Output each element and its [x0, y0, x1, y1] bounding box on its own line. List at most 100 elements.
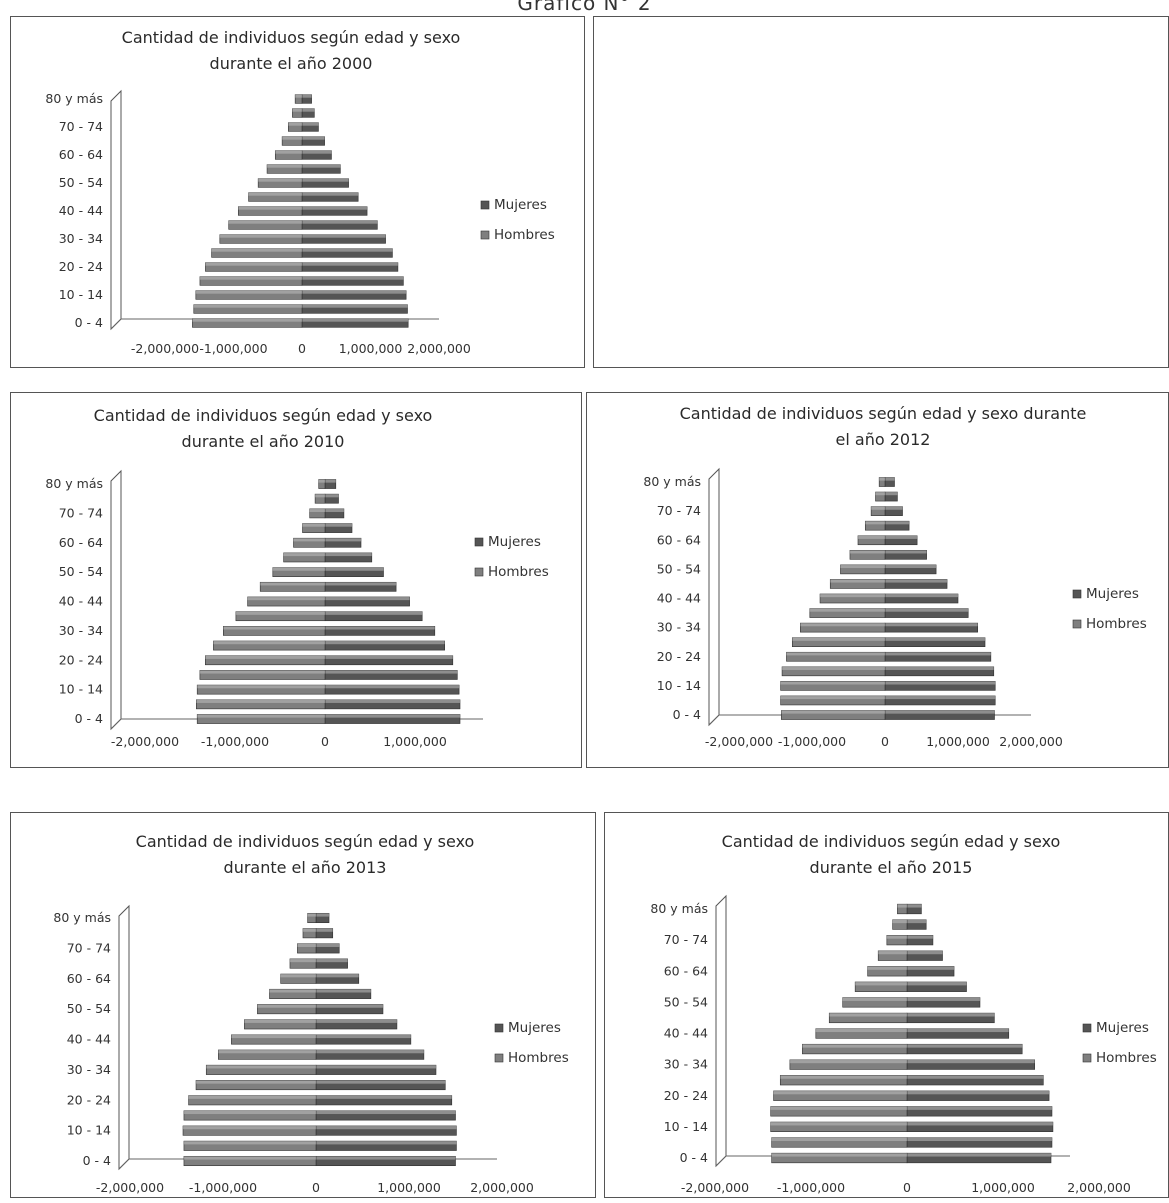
- bar-highlight: [302, 178, 349, 182]
- bar-highlight: [228, 220, 302, 224]
- bar-highlight: [325, 699, 460, 703]
- bar-highlight: [316, 958, 348, 963]
- bar-highlight: [865, 521, 885, 525]
- axis-side-wall: [715, 894, 727, 1168]
- bar-highlight: [885, 666, 994, 670]
- x-tick-label: 1,000,000: [971, 1180, 1035, 1195]
- bar-highlight: [199, 276, 302, 280]
- legend-swatch: [480, 230, 490, 240]
- bar-highlight: [219, 234, 302, 238]
- y-tick-label: 70 - 74: [59, 119, 103, 134]
- bar-highlight: [907, 1153, 1051, 1157]
- bar-highlight: [907, 950, 943, 955]
- x-tick-label: -1,000,000: [778, 734, 846, 749]
- bar-highlight: [302, 276, 404, 280]
- bar-highlight: [302, 262, 398, 266]
- bar-highlight: [907, 1122, 1053, 1126]
- bar-highlight: [223, 626, 325, 630]
- x-tick-label: 2,000,000: [999, 734, 1063, 749]
- legend-swatch: [1082, 1053, 1092, 1063]
- bar-highlight: [316, 1141, 457, 1145]
- x-tick-label: -1,000,000: [201, 734, 269, 749]
- bar-highlight: [282, 136, 302, 140]
- y-tick-label: 10 - 14: [59, 287, 103, 302]
- legend-label: Mujeres: [508, 1020, 561, 1036]
- bar-highlight: [283, 552, 325, 557]
- bar-highlight: [830, 579, 885, 583]
- y-tick-label: 20 - 24: [59, 652, 103, 667]
- bar-highlight: [886, 935, 907, 939]
- x-tick-label: 1,000,000: [377, 1180, 441, 1195]
- bar-highlight: [302, 192, 359, 196]
- y-tick-label: 40 - 44: [67, 1032, 111, 1047]
- bar-highlight: [235, 611, 325, 615]
- chart-panel: Cantidad de individuos según edad y sexo…: [604, 812, 1169, 1198]
- y-tick-label: 30 - 34: [657, 620, 701, 635]
- bar-highlight: [302, 290, 407, 294]
- chart-panel: Cantidad de individuos según edad y sexo…: [10, 812, 596, 1198]
- bar-highlight: [809, 608, 885, 612]
- bar-highlight: [302, 122, 319, 126]
- bar-highlight: [302, 220, 378, 224]
- y-tick-label: 20 - 24: [59, 259, 103, 274]
- bar-highlight: [316, 974, 359, 978]
- legend-label: Hombres: [494, 227, 555, 243]
- bar-highlight: [875, 492, 885, 496]
- chart-title-line: Cantidad de individuos según edad y sexo: [722, 832, 1061, 851]
- bar-highlight: [183, 1156, 316, 1160]
- y-tick-label: 0 - 4: [75, 711, 103, 726]
- bar-highlight: [188, 1095, 316, 1099]
- bar-highlight: [302, 150, 332, 154]
- legend-swatch: [1082, 1023, 1092, 1033]
- bar-highlight: [325, 567, 384, 571]
- y-tick-label: 0 - 4: [673, 707, 701, 722]
- axis-side-wall: [118, 904, 130, 1171]
- x-tick-label: 2,000,000: [470, 1180, 534, 1195]
- x-tick-label: 0: [903, 1180, 911, 1195]
- y-tick-label: 10 - 14: [59, 682, 103, 697]
- bar-highlight: [878, 950, 907, 955]
- y-tick-label: 10 - 14: [657, 678, 701, 693]
- bar-highlight: [770, 1122, 907, 1126]
- x-tick-label: -1,000,000: [777, 1180, 845, 1195]
- bar-highlight: [781, 710, 885, 714]
- y-tick-label: 40 - 44: [59, 203, 103, 218]
- bar-highlight: [802, 1044, 907, 1048]
- x-tick-label: 0: [881, 734, 889, 749]
- chart-title-line: durante el año 2010: [182, 432, 345, 451]
- y-tick-label: 50 - 54: [59, 564, 103, 579]
- bar-highlight: [316, 943, 340, 947]
- chart-panel: Cantidad de individuos según edad y sexo…: [593, 16, 1169, 368]
- bar-highlight: [907, 1044, 1023, 1048]
- x-tick-label: 0: [321, 734, 329, 749]
- bar-highlight: [789, 1059, 907, 1064]
- y-tick-label: 20 - 24: [67, 1092, 111, 1107]
- chart-title-line: Cantidad de individuos según edad y sexo…: [680, 404, 1087, 423]
- chart-panel: Cantidad de individuos según edad y sexo…: [10, 16, 585, 368]
- bar-highlight: [885, 652, 991, 656]
- bar-highlight: [780, 695, 885, 700]
- chart-title-line: Cantidad de individuos según edad y sexo: [94, 406, 433, 425]
- bar-highlight: [258, 178, 302, 182]
- bar-highlight: [316, 913, 330, 917]
- bar-highlight: [316, 1019, 397, 1023]
- bar-highlight: [829, 1013, 907, 1017]
- bar-highlight: [302, 206, 368, 210]
- bar-highlight: [197, 714, 325, 718]
- bar-highlight: [218, 1049, 316, 1054]
- legend-swatch: [480, 200, 490, 210]
- bar-highlight: [302, 136, 325, 140]
- bar-highlight: [782, 666, 885, 670]
- bar-highlight: [183, 1125, 316, 1130]
- bar-highlight: [244, 1019, 316, 1023]
- bar-highlight: [257, 1004, 316, 1008]
- bar-highlight: [280, 974, 316, 978]
- bar-highlight: [302, 928, 316, 932]
- bar-highlight: [325, 523, 352, 527]
- bar-highlight: [293, 538, 325, 542]
- bar-highlight: [325, 626, 435, 630]
- bar-highlight: [325, 508, 344, 513]
- bar-highlight: [840, 564, 885, 569]
- bar-highlight: [238, 206, 302, 210]
- chart-svg: Cantidad de individuos según edad y sexo…: [45, 28, 555, 356]
